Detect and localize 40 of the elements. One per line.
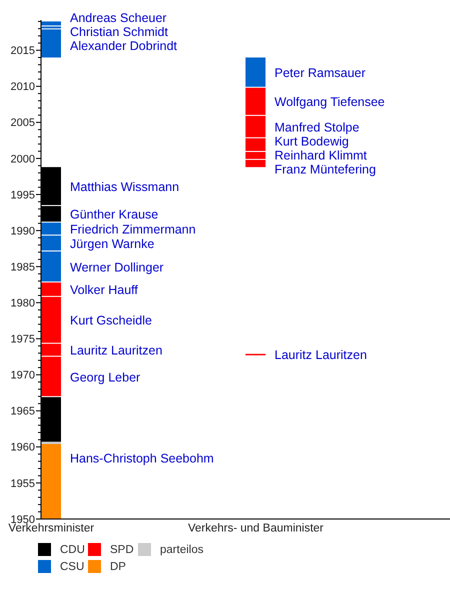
y-tick-label: 1995 — [10, 189, 35, 202]
annotation: Jürgen Warnke — [70, 236, 154, 251]
annotation: Christian Schmidt — [70, 25, 168, 40]
legend-label: CSU — [60, 560, 84, 572]
annotation: Kurt Gscheidle — [70, 314, 152, 328]
y-tick-label: 1960 — [10, 442, 35, 454]
y-tick-label: 2000 — [10, 153, 35, 166]
y-tick-label: 2010 — [10, 81, 35, 94]
annotation: Werner Dollinger — [70, 260, 164, 274]
legend-label: SPD — [110, 544, 134, 556]
annotation: Günther Krause — [70, 208, 158, 222]
annotation: Lauritz Lauritzen — [274, 348, 367, 362]
annotation: Friedrich Zimmermann — [70, 222, 196, 236]
legend-label: parteilos — [160, 544, 204, 556]
annotation: Reinhard Klimmt — [274, 148, 368, 162]
y-tick-label: 2015 — [10, 45, 35, 58]
annotation: Lauritz Lauritzen — [70, 344, 162, 358]
legend-label: CDU — [60, 544, 85, 556]
annotation: Peter Ramsauer — [274, 66, 366, 80]
annotation: Hans-Christoph Seebohm — [70, 451, 214, 466]
legend-label: DP — [110, 560, 126, 572]
y-tick-label: 1975 — [10, 334, 35, 346]
annotation: Kurt Bodewig — [274, 134, 349, 148]
annotation: Andreas Scheuer — [70, 11, 167, 26]
y-tick-label: 2005 — [10, 117, 35, 130]
x-tick-label: Verkehrs- und Bauminister — [188, 522, 324, 535]
y-tick-label: 1985 — [10, 261, 35, 274]
annotation: Volker Hauff — [70, 283, 138, 298]
y-tick-label: 1970 — [10, 370, 35, 382]
annotation: Wolfgang Tiefensee — [274, 95, 385, 110]
x-tick-label: Verkehrsminister — [8, 522, 94, 535]
annotation: Manfred Stolpe — [274, 120, 360, 134]
annotation: Georg Leber — [70, 370, 140, 384]
y-tick-label: 1990 — [10, 225, 35, 238]
y-tick-label: 1955 — [10, 478, 35, 490]
annotation: Matthias Wissmann — [70, 180, 180, 194]
annotation: Alexander Dobrindt — [70, 39, 178, 54]
y-tick-label: 1980 — [10, 298, 35, 310]
y-tick-label: 1965 — [10, 406, 35, 418]
annotation: Franz Müntefering — [274, 162, 376, 176]
